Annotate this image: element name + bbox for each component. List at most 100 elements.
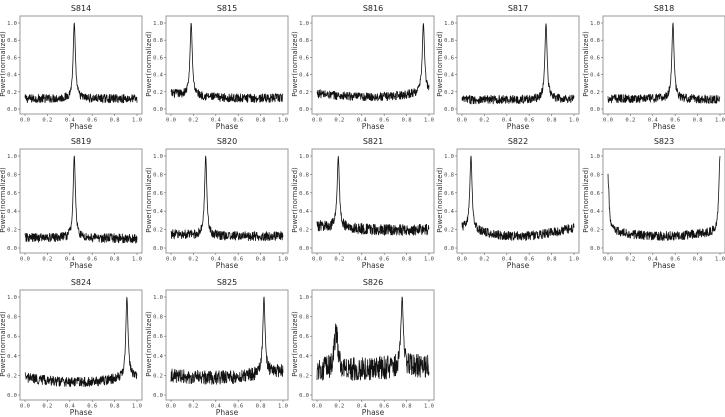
data-line bbox=[607, 156, 721, 241]
x-axis-label: Phase bbox=[69, 408, 93, 417]
y-tick-label: 1.0 bbox=[299, 295, 309, 301]
y-axis-label: Power(normalized) bbox=[145, 31, 153, 97]
y-tick-label: 0.8 bbox=[299, 172, 309, 178]
y-tick-label: 0.6 bbox=[590, 191, 600, 197]
y-tick-label: 0.0 bbox=[7, 107, 17, 113]
y-tick-label: 0.4 bbox=[299, 209, 310, 215]
y-tick-label: 0.6 bbox=[444, 55, 454, 61]
x-axis-label: Phase bbox=[652, 122, 676, 131]
y-axis-label: Power(normalized) bbox=[0, 167, 7, 233]
y-tick-label: 0.6 bbox=[7, 191, 17, 197]
y-tick-label: 0.6 bbox=[590, 55, 600, 61]
axes-frame bbox=[311, 15, 435, 115]
panel-title: S820 bbox=[216, 137, 238, 146]
y-tick-label: 1.0 bbox=[7, 21, 17, 27]
y-tick-label: 0.0 bbox=[7, 393, 17, 399]
y-tick-label: 1.0 bbox=[590, 21, 600, 27]
x-axis-label: Phase bbox=[361, 408, 385, 417]
x-axis-label: Phase bbox=[69, 122, 93, 131]
y-tick-label: 1.0 bbox=[299, 21, 309, 27]
y-tick-label: 1.0 bbox=[7, 154, 17, 160]
panel-title: S826 bbox=[362, 278, 384, 287]
y-tick-label: 0.2 bbox=[444, 90, 454, 96]
panel-title: S817 bbox=[507, 4, 529, 13]
y-tick-label: 0.2 bbox=[7, 373, 17, 379]
data-line bbox=[24, 22, 138, 104]
y-axis-label: Power(normalized) bbox=[0, 31, 7, 97]
y-tick-label: 0.4 bbox=[444, 73, 455, 79]
data-line bbox=[316, 23, 430, 102]
panel-title: S818 bbox=[653, 4, 675, 13]
data-line bbox=[607, 22, 721, 104]
y-tick-label: 0.8 bbox=[7, 172, 17, 178]
y-tick-label: 1.0 bbox=[444, 154, 454, 160]
y-tick-label: 0.2 bbox=[153, 373, 163, 379]
y-tick-label: 1.0 bbox=[299, 154, 309, 160]
y-tick-label: 0.6 bbox=[299, 55, 309, 61]
data-line bbox=[316, 296, 430, 381]
y-tick-label: 0.8 bbox=[153, 315, 163, 321]
y-tick-label: 0.0 bbox=[153, 107, 163, 113]
x-axis-label: Phase bbox=[361, 122, 385, 131]
y-tick-label: 0.4 bbox=[153, 209, 164, 215]
data-line bbox=[170, 296, 284, 385]
y-tick-label: 0.4 bbox=[590, 73, 601, 79]
y-tick-label: 0.4 bbox=[299, 354, 310, 360]
y-tick-label: 0.8 bbox=[299, 315, 309, 321]
y-axis-label: Power(normalized) bbox=[436, 31, 444, 97]
y-tick-label: 0.6 bbox=[299, 334, 309, 340]
y-tick-label: 0.0 bbox=[153, 246, 163, 252]
y-tick-label: 0.0 bbox=[590, 107, 600, 113]
y-tick-label: 0.0 bbox=[299, 107, 309, 113]
y-tick-label: 0.8 bbox=[590, 172, 600, 178]
data-line bbox=[24, 296, 138, 388]
y-tick-label: 0.8 bbox=[153, 172, 163, 178]
y-tick-label: 1.0 bbox=[590, 154, 600, 160]
panel-title: S819 bbox=[70, 137, 92, 146]
y-tick-label: 0.2 bbox=[153, 90, 163, 96]
panel-title: S814 bbox=[70, 4, 92, 13]
y-axis-label: Power(normalized) bbox=[145, 167, 153, 233]
x-axis-label: Phase bbox=[69, 261, 93, 270]
y-tick-label: 0.2 bbox=[153, 228, 163, 234]
x-axis-label: Phase bbox=[361, 261, 385, 270]
y-tick-label: 0.2 bbox=[444, 228, 454, 234]
data-line bbox=[24, 155, 138, 244]
y-tick-label: 0.4 bbox=[153, 354, 164, 360]
y-tick-label: 1.0 bbox=[444, 21, 454, 27]
y-tick-label: 0.4 bbox=[7, 354, 18, 360]
data-line bbox=[461, 155, 575, 241]
y-tick-label: 0.4 bbox=[299, 73, 310, 79]
y-axis-label: Power(normalized) bbox=[291, 311, 299, 377]
y-axis-label: Power(normalized) bbox=[291, 167, 299, 233]
y-tick-label: 0.6 bbox=[299, 191, 309, 197]
y-tick-label: 1.0 bbox=[153, 154, 163, 160]
axes-frame bbox=[19, 148, 143, 254]
axes-frame bbox=[19, 15, 143, 115]
y-axis-label: Power(normalized) bbox=[582, 31, 590, 97]
panel-title: S823 bbox=[653, 137, 675, 146]
axes-frame bbox=[165, 148, 289, 254]
y-tick-label: 0.8 bbox=[299, 38, 309, 44]
y-tick-label: 0.0 bbox=[444, 246, 454, 252]
panel-title: S824 bbox=[70, 278, 92, 287]
y-tick-label: 0.0 bbox=[7, 246, 17, 252]
axes-frame bbox=[456, 148, 580, 254]
x-axis-label: Phase bbox=[506, 261, 530, 270]
y-axis-label: Power(normalized) bbox=[436, 167, 444, 233]
y-tick-label: 0.2 bbox=[299, 228, 309, 234]
data-line bbox=[461, 23, 575, 105]
y-tick-label: 0.8 bbox=[444, 172, 454, 178]
axes-frame bbox=[311, 148, 435, 254]
x-axis-label: Phase bbox=[215, 122, 239, 131]
data-line bbox=[170, 22, 284, 103]
